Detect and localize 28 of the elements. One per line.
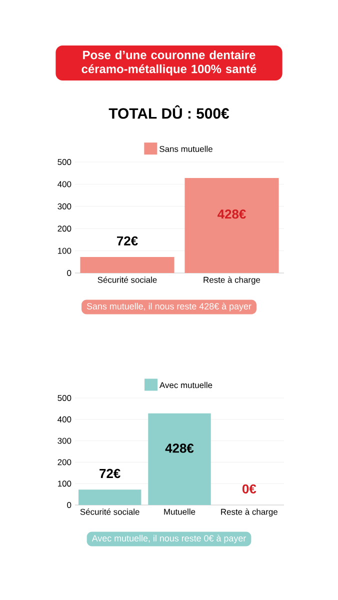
- x-tick-label: Sécurité sociale: [80, 508, 140, 515]
- text: Sans mutuelle, il nous reste 428€ à payer: [86, 302, 252, 312]
- y-tick-label: 500: [58, 395, 72, 401]
- x-tick-label: Sécurité sociale: [98, 276, 157, 283]
- y-tick-label: 100: [58, 480, 72, 487]
- data-label: 0€: [242, 484, 256, 494]
- data-label: 428€: [218, 210, 246, 219]
- y-tick-label: 200: [58, 459, 72, 466]
- y-tick-label: 500: [58, 159, 72, 165]
- y-tick-label: 300: [58, 203, 72, 210]
- x-tick-label: Mutuelle: [164, 508, 196, 515]
- y-tick-label: 400: [58, 181, 72, 188]
- x-tick-label: Reste à charge: [204, 276, 260, 285]
- y-tick-label: 100: [58, 248, 72, 254]
- y-tick-label: 200: [58, 226, 72, 232]
- data-label: 72€: [117, 236, 138, 246]
- data-label: 428€: [165, 444, 194, 453]
- text: Avec mutuelle, il nous reste 0€ à payer: [92, 534, 246, 544]
- x-tick-label: Reste à charge: [221, 508, 278, 517]
- legend-label: Avec mutuelle: [160, 382, 212, 388]
- y-tick-label: 400: [58, 416, 72, 422]
- y-tick-label: 0: [67, 270, 72, 276]
- chart-subtitle: TOTAL DÛ : 500€: [108, 105, 230, 119]
- chart-title: Pose d’une couronne dentaire céramo-métallique 100% santé: [82, 50, 256, 76]
- legend-label: Sans mutuelle: [160, 146, 212, 152]
- y-tick-label: 300: [58, 438, 72, 444]
- y-tick-label: 0: [67, 502, 72, 508]
- data-label: 72€: [100, 468, 120, 478]
